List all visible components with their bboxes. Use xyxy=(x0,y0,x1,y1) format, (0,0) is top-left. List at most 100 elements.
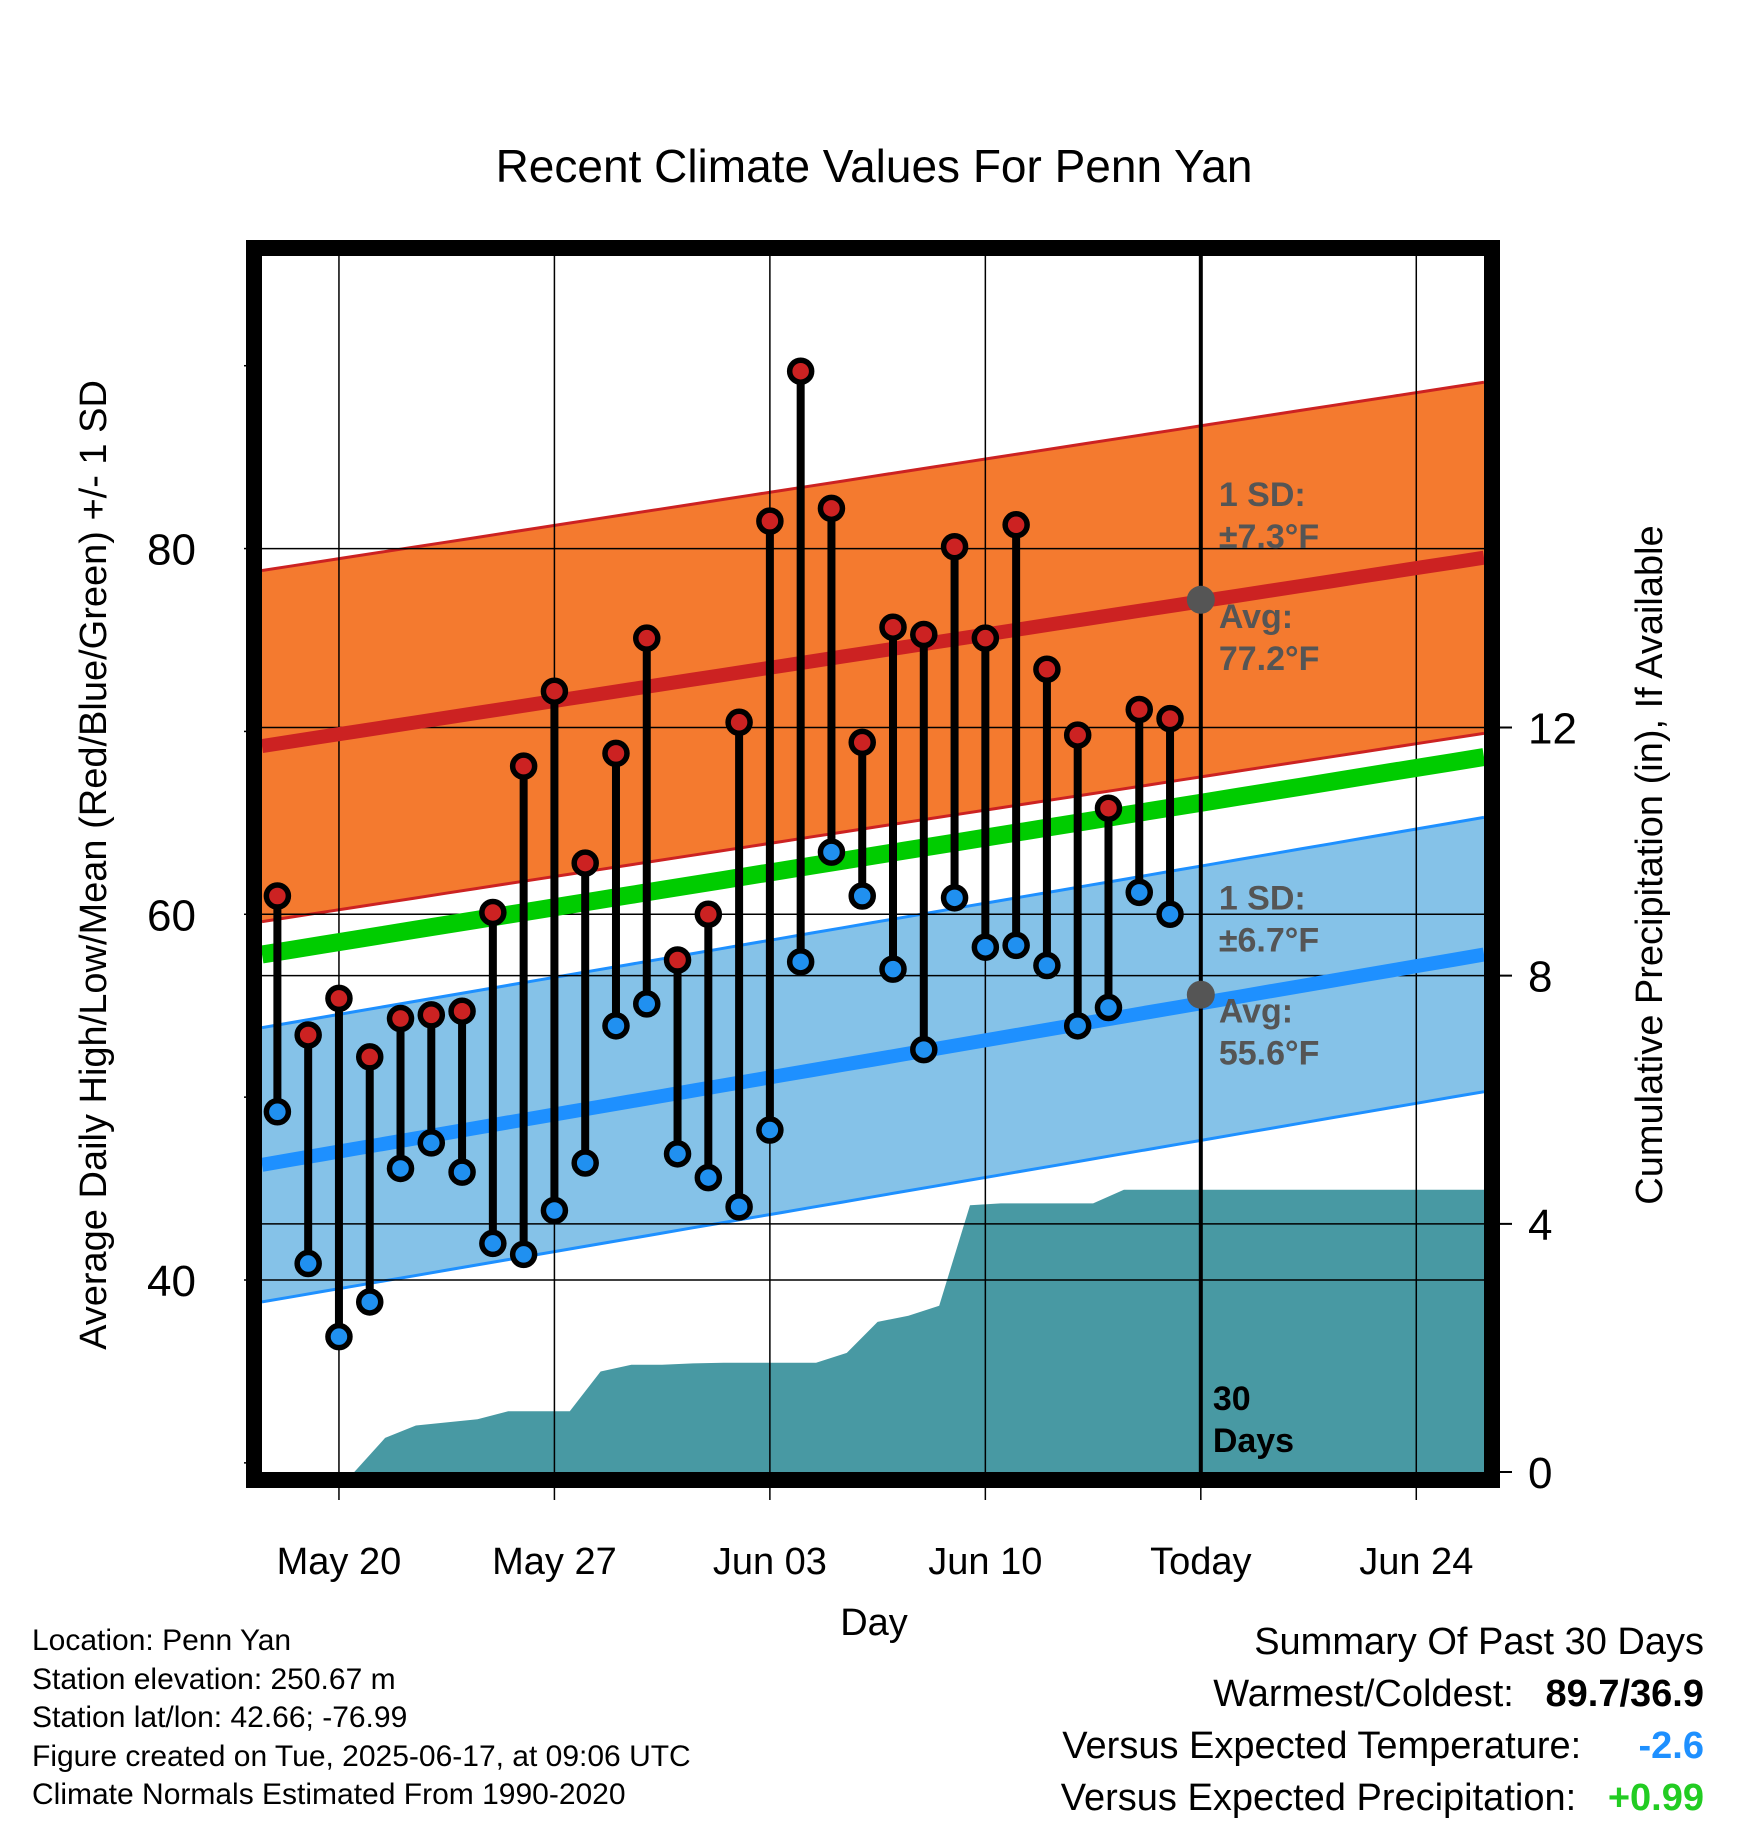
daily-low-point xyxy=(817,838,846,866)
low-band-upper-edge xyxy=(262,815,1484,1030)
low-sd-annotation: 1 SD: xyxy=(1219,880,1306,918)
daily-low-point xyxy=(602,1012,630,1040)
daily-low-point xyxy=(725,1193,753,1221)
temp-label: Versus Expected Temperature: xyxy=(1062,1725,1582,1767)
daily-high-point xyxy=(663,946,692,974)
daily-low-point xyxy=(325,1322,353,1351)
x-tick-label: Today xyxy=(1150,1541,1251,1583)
today-days-label: Days xyxy=(1213,1422,1294,1460)
daily-high-point xyxy=(448,997,476,1025)
daily-high-point xyxy=(509,752,538,780)
summary-panel: Summary Of Past 30 Days Warmest/Coldest:… xyxy=(1061,1616,1704,1824)
high-band-upper-edge xyxy=(262,380,1484,572)
y2-tick-label: 8 xyxy=(1528,953,1552,1002)
high-avg-annotation: 77.2°F xyxy=(1219,640,1320,678)
low-band-lower-edge xyxy=(262,1090,1484,1304)
daily-high-point xyxy=(417,1001,446,1029)
chart-title: Recent Climate Values For Penn Yan xyxy=(496,140,1253,192)
daily-low-point xyxy=(448,1158,476,1186)
daily-low-point xyxy=(848,882,876,910)
daily-high-point xyxy=(879,613,907,641)
normal-mean-line xyxy=(262,748,1484,964)
temp-row: Versus Expected Temperature: -2.6 xyxy=(1061,1720,1704,1772)
daily-high-point xyxy=(571,849,599,877)
daily-high-point xyxy=(1125,695,1154,724)
y-tick-label: 40 xyxy=(147,1257,196,1306)
y2-axis-label: Cumulative Precipitation (in), If Availa… xyxy=(1629,525,1671,1204)
precip-row: Versus Expected Precipitation: +0.99 xyxy=(1061,1772,1704,1824)
plot-content: 1 SD: ±7.3°F Avg: 77.2°F 1 SD: ±6.7°F Avg: 55.6… xyxy=(262,256,1484,1472)
daily-high-point xyxy=(1002,511,1030,539)
daily-low-point xyxy=(1094,993,1123,1022)
daily-high-point xyxy=(540,677,569,705)
daily-high-point xyxy=(479,898,507,927)
daily-low-point xyxy=(479,1229,507,1258)
created-text: Figure created on Tue, 2025-06-17, at 09… xyxy=(32,1739,691,1773)
x-tick-label: Jun 24 xyxy=(1359,1541,1473,1583)
y2-tick-label: 0 xyxy=(1528,1449,1552,1498)
x-tick-label: Jun 10 xyxy=(928,1541,1042,1583)
daily-high-point xyxy=(848,728,876,757)
elevation-text: Station elevation: 250.67 m xyxy=(32,1662,396,1696)
y2-tick-label: 12 xyxy=(1528,705,1577,754)
daily-high-point xyxy=(694,900,723,929)
daily-high-point xyxy=(386,1004,415,1033)
plot-area: 1 SD: ±7.3°F Avg: 77.2°F 1 SD: ±6.7°F Avg: 55.6… xyxy=(73,240,1671,1644)
y-axis-label: Average Daily High/Low/Mean (Red/Blue/Gr… xyxy=(73,380,115,1350)
daily-high-point xyxy=(910,620,938,649)
warmest-label: Warmest/Coldest: xyxy=(1213,1673,1514,1715)
daily-high-point xyxy=(263,882,292,910)
daily-low-point xyxy=(971,933,1000,961)
daily-high-point xyxy=(633,624,661,652)
daily-low-point xyxy=(1125,878,1154,907)
daily-high-point xyxy=(1063,721,1092,749)
x-tick-label: May 27 xyxy=(492,1541,617,1583)
daily-low-point xyxy=(694,1163,723,1192)
daily-high-point xyxy=(1033,655,1061,684)
low-sd-annotation: ±6.7°F xyxy=(1219,922,1319,960)
daily-low-point xyxy=(417,1129,446,1157)
daily-low-point xyxy=(910,1035,938,1064)
daily-high-point xyxy=(817,494,846,523)
daily-low-point xyxy=(1063,1012,1092,1040)
daily-low-point xyxy=(571,1149,599,1177)
daily-low-point xyxy=(663,1140,692,1168)
daily-high-point xyxy=(355,1043,384,1071)
y2-tick-label: 4 xyxy=(1528,1201,1552,1250)
today-low-avg-dot xyxy=(1186,980,1215,1009)
x-tick-label: May 20 xyxy=(277,1541,402,1583)
daily-low-point xyxy=(879,955,907,983)
high-sd-annotation: ±7.3°F xyxy=(1219,518,1319,556)
daily-high-point xyxy=(325,984,353,1013)
plot-frame xyxy=(246,240,1500,1488)
daily-high-point xyxy=(294,1021,322,1049)
precip-area xyxy=(262,1189,1484,1472)
daily-low-point xyxy=(509,1240,538,1269)
daily-low-point xyxy=(1002,931,1030,960)
daily-low-point xyxy=(540,1196,569,1225)
low-avg-annotation: Avg: xyxy=(1219,993,1293,1031)
warmest-value: 89.7/36.9 xyxy=(1545,1673,1704,1715)
daily-high-point xyxy=(940,532,969,561)
low-avg-annotation: 55.6°F xyxy=(1219,1035,1320,1073)
normal-high-line xyxy=(262,550,1484,754)
y-tick-label: 60 xyxy=(147,891,196,940)
daily-low-point xyxy=(263,1098,292,1126)
y-tick-label: 80 xyxy=(147,526,196,575)
warmest-row: Warmest/Coldest: 89.7/36.9 xyxy=(1061,1668,1704,1720)
daily-high-point xyxy=(1094,794,1123,822)
daily-low-point xyxy=(386,1154,415,1183)
station-info: Location: Penn Yan Station elevation: 25… xyxy=(32,1622,691,1815)
location-text: Location: Penn Yan xyxy=(32,1624,292,1657)
temp-value: -2.6 xyxy=(1638,1725,1704,1767)
daily-high-point xyxy=(725,708,753,737)
today-high-avg-dot xyxy=(1186,585,1215,614)
daily-low-point xyxy=(633,990,661,1018)
latlon-text: Station lat/lon: 42.66; -76.99 xyxy=(32,1701,408,1734)
daily-high-point xyxy=(786,357,815,385)
high-sd-annotation: 1 SD: xyxy=(1219,476,1306,514)
precip-label: Versus Expected Precipitation: xyxy=(1060,1777,1577,1819)
precip-value: +0.99 xyxy=(1607,1777,1704,1819)
high-avg-annotation: Avg: xyxy=(1219,598,1293,636)
